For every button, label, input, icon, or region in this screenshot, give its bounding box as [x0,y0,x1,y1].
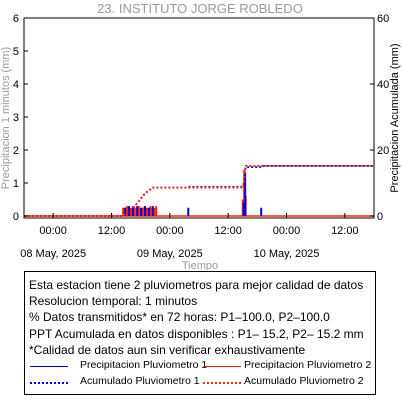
left-tick-label-3: 3 [13,112,19,124]
left-tick-label-2: 2 [13,145,19,157]
legend-swatch-p2 [203,366,241,367]
legend-swatch-p1 [30,366,68,367]
date-label-0: 08 May, 2025 [20,248,86,260]
info-box: Esta estacion tiene 2 pluviometros para … [24,271,376,395]
left-tick-label-0: 0 [13,211,19,223]
y-axis-label-left: Precipitacion 1 minutos (mm) [0,47,12,189]
chart-area: 23. INSTITUTO JORGE ROBLEDO 012345602040… [0,1,401,270]
line-acumulado-p2 [24,164,374,217]
left-tick-label-5: 5 [13,46,19,58]
info-line-resolution: Resolucion temporal: 1 minutos [29,294,198,308]
date-label-1: 09 May, 2025 [137,248,203,260]
info-line-stations: Esta estacion tiene 2 pluviometros para … [29,278,364,292]
right-tick-label-60: 60 [377,13,389,25]
left-tick-label-6: 6 [13,13,19,25]
right-tick-label-0: 0 [377,211,383,223]
y-axis-label-right: Precipitacion Acumulada (mm) [389,43,401,192]
legend-swatch-acc2 [203,382,241,384]
legend-label-acc1: Acumulado Pluviometro 1 [80,375,200,387]
line-acumulado-p1 [24,164,374,217]
legend-label-p1: Precipitacion Pluviometro 1 [80,359,208,371]
x-tick-label-2: 00:00 [156,225,184,237]
info-line-accumulated: PPT Acumulada en datos disponibles : P1–… [29,327,364,341]
date-label-2: 10 May, 2025 [254,248,320,260]
x-tick-label-1: 12:00 [98,225,126,237]
x-tick-label-3: 12:00 [214,225,242,237]
chart-title: 23. INSTITUTO JORGE ROBLEDO [97,1,303,16]
plot-layer [24,164,374,217]
info-line-transmitted: % Datos transmitidos* en 72 horas: P1–10… [29,310,330,324]
left-tick-label-4: 4 [13,79,19,91]
right-tick-label-20: 20 [377,145,389,157]
plot-frame [23,17,375,219]
left-tick-label-1: 1 [13,178,19,190]
x-tick-label-5: 12:00 [331,225,359,237]
x-tick-label-4: 00:00 [273,225,301,237]
legend-swatch-acc1 [30,382,68,384]
right-tick-label-40: 40 [377,79,389,91]
info-line-quality-note: *Calidad de datos aun sin verificar exha… [29,343,306,357]
legend-label-acc2: Acumulado Pluviometro 2 [244,375,364,387]
x-axis-label: Tiempo [182,260,218,270]
x-tick-label-0: 00:00 [39,225,67,237]
legend-label-p2: Precipitacion Pluviometro 2 [244,359,372,371]
